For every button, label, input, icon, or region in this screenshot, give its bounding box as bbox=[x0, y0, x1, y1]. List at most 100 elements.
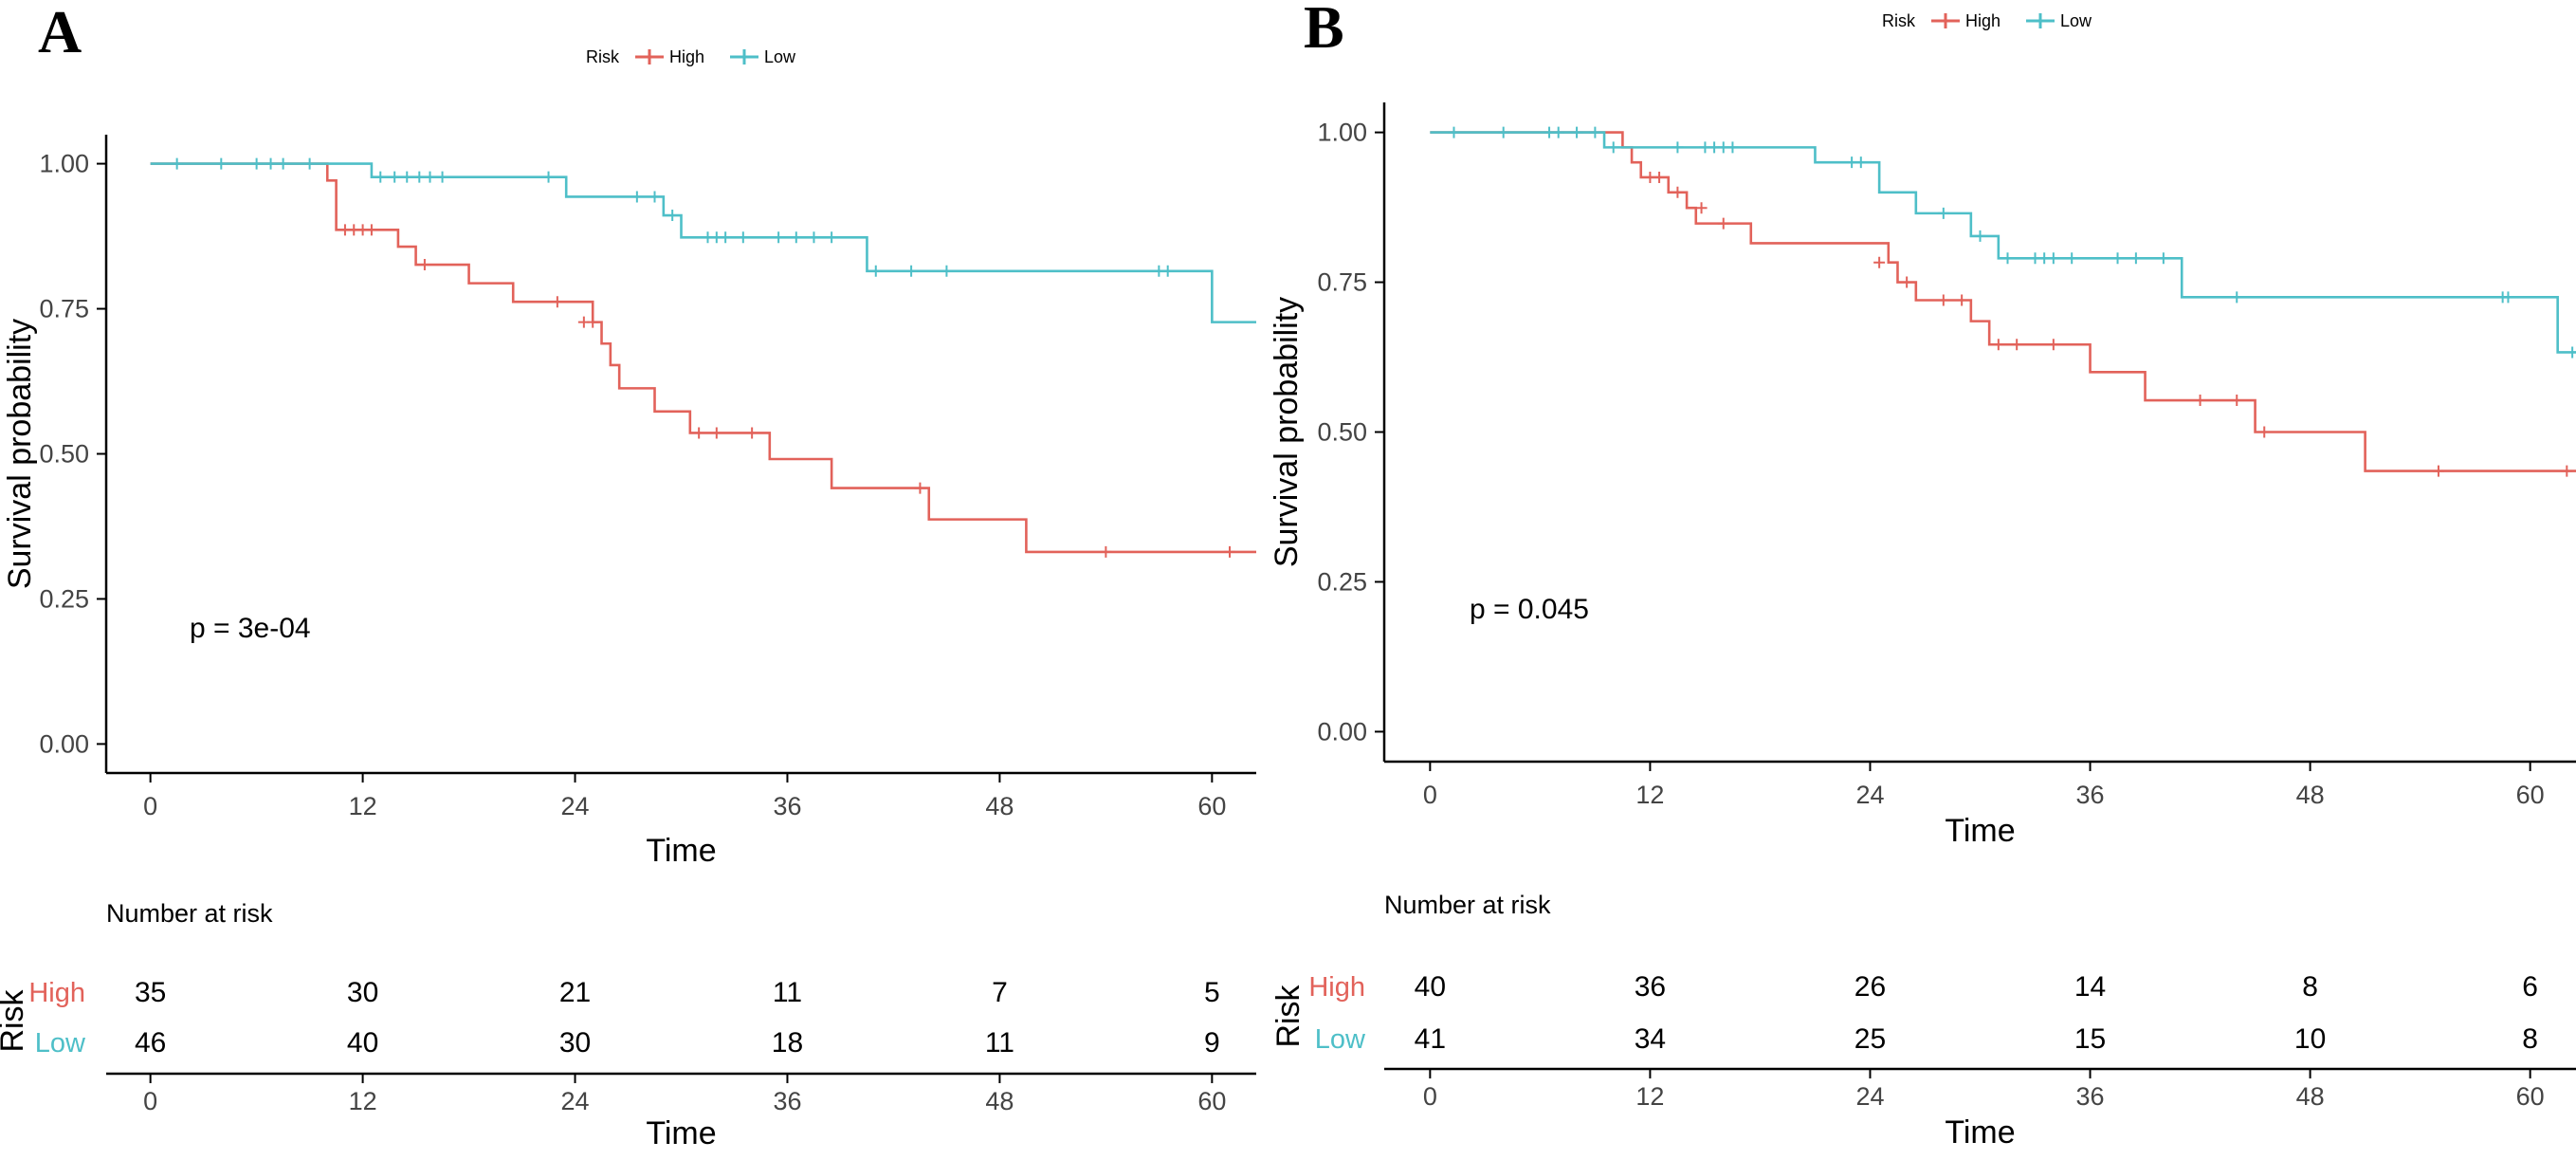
censor-mark bbox=[2231, 291, 2243, 304]
risk-table-title: Number at risk bbox=[1384, 891, 1551, 919]
censor-mark bbox=[551, 296, 563, 308]
risk-table-y-title: Risk bbox=[0, 988, 30, 1052]
censor-mark bbox=[1653, 171, 1666, 183]
risk-table-tick-label: 0 bbox=[1423, 1082, 1437, 1111]
censor-mark bbox=[1224, 545, 1236, 558]
censor-mark bbox=[808, 231, 820, 244]
censor-mark bbox=[2567, 346, 2576, 359]
censor-mark bbox=[790, 231, 802, 244]
x-tick-label: 12 bbox=[1635, 781, 1664, 809]
survival-curve-low bbox=[150, 162, 1256, 323]
censor-mark bbox=[2011, 339, 2023, 351]
legend-label-high: High bbox=[1965, 11, 2001, 30]
risk-count: 9 bbox=[1204, 1027, 1220, 1059]
censor-mark bbox=[1901, 276, 1913, 288]
x-tick-label: 12 bbox=[349, 792, 377, 820]
censor-mark bbox=[375, 171, 387, 183]
censor-mark bbox=[905, 265, 918, 277]
censor-mark bbox=[826, 231, 838, 244]
censor-mark bbox=[1717, 217, 1729, 230]
risk-count: 26 bbox=[1854, 971, 1886, 1003]
x-tick-label: 36 bbox=[773, 792, 801, 820]
censor-mark bbox=[2001, 252, 2014, 265]
y-axis-title: Survival probability bbox=[1269, 297, 1305, 567]
censor-mark bbox=[2502, 291, 2514, 304]
censor-mark bbox=[1497, 126, 1509, 138]
p-value: p = 3e-04 bbox=[190, 613, 311, 644]
series-high bbox=[150, 162, 1256, 558]
censor-mark bbox=[773, 231, 785, 244]
censor-mark bbox=[693, 427, 705, 439]
panel-label: A bbox=[38, 0, 82, 65]
y-tick-label: 0.50 bbox=[1317, 418, 1367, 447]
p-value: p = 0.045 bbox=[1470, 594, 1589, 625]
risk-count: 18 bbox=[772, 1027, 803, 1059]
risk-table: Number at risk High 35 30 21 11 7 5 Low 46 40 30 18 1… bbox=[0, 899, 1256, 1151]
risk-table-x-title: Time bbox=[646, 1115, 716, 1151]
y-tick-label: 0.25 bbox=[1317, 567, 1367, 596]
risk-count: 6 bbox=[2522, 971, 2538, 1003]
censor-mark bbox=[914, 482, 926, 494]
censor-mark bbox=[1672, 186, 1684, 198]
risk-table-title: Number at risk bbox=[106, 899, 273, 928]
risk-count: 36 bbox=[1635, 971, 1666, 1003]
risk-count: 8 bbox=[2522, 1023, 2538, 1055]
censor-mark bbox=[2066, 252, 2078, 265]
censor-mark bbox=[1607, 141, 1619, 154]
censor-mark bbox=[1589, 126, 1601, 138]
y-tick-label: 0.75 bbox=[39, 295, 89, 323]
risk-table-tick-label: 60 bbox=[2516, 1082, 2545, 1111]
censor-mark bbox=[587, 316, 599, 328]
censor-mark bbox=[746, 427, 758, 439]
censor-mark bbox=[1726, 141, 1739, 154]
censor-mark bbox=[265, 157, 277, 170]
risk-row-label-high: High bbox=[1308, 972, 1365, 1003]
censor-mark bbox=[436, 171, 448, 183]
legend-key-high bbox=[635, 49, 664, 64]
risk-count: 40 bbox=[347, 1027, 378, 1059]
risk-count: 11 bbox=[773, 977, 802, 1008]
y-axis-title: Survival probability bbox=[2, 319, 38, 589]
censor-mark bbox=[2561, 465, 2573, 477]
risk-table-tick-label: 48 bbox=[985, 1087, 1014, 1115]
censor-mark bbox=[941, 265, 953, 277]
risk-count: 14 bbox=[2074, 971, 2106, 1003]
risk-count: 41 bbox=[1415, 1023, 1446, 1055]
censor-mark bbox=[2129, 252, 2142, 265]
censor-mark bbox=[1854, 157, 1867, 169]
censor-mark bbox=[869, 265, 882, 277]
censor-mark bbox=[2194, 395, 2206, 407]
risk-table-tick-label: 24 bbox=[561, 1087, 590, 1115]
censor-mark bbox=[413, 171, 426, 183]
censor-mark bbox=[1956, 294, 1968, 306]
y-tick-label: 0.00 bbox=[1317, 717, 1367, 746]
censor-mark bbox=[2111, 252, 2124, 265]
censor-mark bbox=[2157, 252, 2169, 265]
x-axis-title: Time bbox=[1945, 813, 2015, 849]
risk-table-y-title: Risk bbox=[1270, 984, 1306, 1047]
x-tick-label: 60 bbox=[2516, 781, 2545, 809]
censor-mark bbox=[424, 171, 436, 183]
risk-count: 7 bbox=[992, 977, 1008, 1008]
x-tick-label: 24 bbox=[561, 792, 590, 820]
censor-mark bbox=[737, 231, 749, 244]
censor-mark bbox=[2047, 339, 2059, 351]
legend: Risk High Low bbox=[586, 47, 796, 66]
risk-row-label-low: Low bbox=[1315, 1024, 1366, 1055]
legend-label-high: High bbox=[669, 47, 704, 66]
x-tick-label: 0 bbox=[1423, 781, 1437, 809]
series-low bbox=[1430, 126, 2576, 359]
legend-label-low: Low bbox=[764, 47, 796, 66]
risk-count: 15 bbox=[2074, 1023, 2106, 1055]
legend-key-low bbox=[2026, 13, 2055, 28]
censor-mark bbox=[401, 171, 413, 183]
y-tick-label: 1.00 bbox=[39, 150, 89, 178]
censor-mark bbox=[1672, 141, 1684, 154]
risk-table: Number at risk High 40 36 26 14 8 6 Low 41 34 25 15 1… bbox=[1270, 891, 2576, 1151]
x-tick-label: 48 bbox=[985, 792, 1014, 820]
risk-count: 25 bbox=[1854, 1023, 1886, 1055]
series-high bbox=[1430, 131, 2576, 477]
censor-mark bbox=[2231, 395, 2243, 407]
